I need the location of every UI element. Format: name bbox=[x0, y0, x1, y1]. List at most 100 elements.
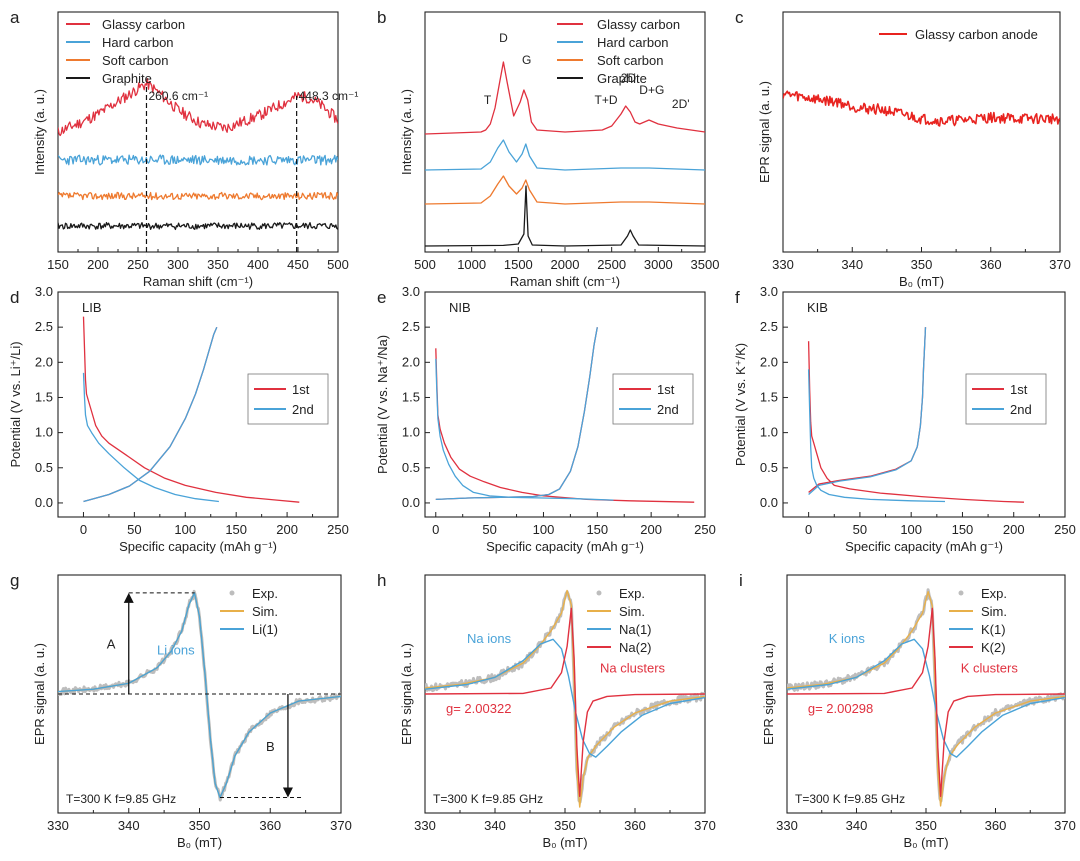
panel-c: c 330 340 350 360 370 B₀ (mT) EPR signal (a. u.… bbox=[735, 8, 1071, 289]
measurement-conditions: T=300 K f=9.85 GHz bbox=[795, 792, 905, 806]
x-tick-label: 100 bbox=[174, 522, 196, 537]
x-tick-label: 150 bbox=[225, 522, 247, 537]
legend-label: Glassy carbon anode bbox=[915, 27, 1038, 42]
series-sim- bbox=[787, 591, 1065, 807]
x-axis-label: Raman shift (cm⁻¹) bbox=[510, 274, 620, 289]
panel-letter: b bbox=[377, 8, 386, 27]
y-tick-label: 1.0 bbox=[402, 425, 420, 440]
legend-label: Exp. bbox=[981, 586, 1007, 601]
x-tick-label: 350 bbox=[554, 818, 576, 833]
x-tick-label: 100 bbox=[900, 522, 922, 537]
panel-i: i 330 340 350 360 370 B₀ (mT) EPR signal (a. u.… bbox=[739, 571, 1076, 850]
peak-annotation: 2D bbox=[621, 71, 637, 85]
cluster-label: K clusters bbox=[961, 661, 1019, 676]
x-tick-label: 370 bbox=[1054, 818, 1076, 833]
x-tick-label: 250 bbox=[327, 522, 349, 537]
x-tick-label: 350 bbox=[189, 818, 211, 833]
x-tick-label: 350 bbox=[911, 257, 933, 272]
series-glassy-carbon bbox=[425, 61, 705, 135]
y-tick-label: 3.0 bbox=[402, 284, 420, 299]
series-1st-discharge bbox=[807, 341, 1025, 503]
series-graphite bbox=[58, 221, 338, 231]
series-soft-carbon bbox=[58, 191, 338, 201]
panel-d: d 0 50 100 150 200 250 0.0 0.5 1.0 1.5 2.0 2.5 3.0 Spe… bbox=[8, 284, 349, 554]
x-tick-label: 250 bbox=[1054, 522, 1076, 537]
series-exp- bbox=[787, 588, 1065, 803]
x-axis-label: B₀ (mT) bbox=[899, 274, 944, 289]
amplitude-b-arrow-label: B bbox=[266, 739, 275, 754]
legend-label: Na(2) bbox=[619, 640, 652, 655]
y-tick-label: 1.5 bbox=[402, 389, 420, 404]
y-tick-label: 0.0 bbox=[402, 495, 420, 510]
series-exp- bbox=[425, 590, 705, 804]
panel-letter: e bbox=[377, 288, 386, 307]
legend-label: Sim. bbox=[619, 604, 645, 619]
y-tick-label: 1.0 bbox=[760, 425, 778, 440]
series-li-1- bbox=[58, 592, 341, 799]
amplitude-b-arrow-head bbox=[282, 787, 293, 798]
panel-letter: a bbox=[10, 8, 20, 27]
y-axis-label: EPR signal (a. u.) bbox=[32, 643, 47, 745]
legend-label: K(1) bbox=[981, 622, 1006, 637]
legend-label: Li(1) bbox=[252, 622, 278, 637]
x-tick-label: 250 bbox=[127, 257, 149, 272]
y-tick-label: 0.5 bbox=[35, 460, 53, 475]
series-glassy-carbon bbox=[58, 77, 338, 137]
x-tick-label: 450 bbox=[287, 257, 309, 272]
series-na-2- bbox=[425, 607, 705, 797]
x-tick-label: 50 bbox=[853, 522, 867, 537]
peak-annotation: D bbox=[499, 31, 508, 45]
x-axis-label: Specific capacity (mAh g⁻¹) bbox=[845, 539, 1003, 554]
x-tick-label: 370 bbox=[694, 818, 716, 833]
series-k-2- bbox=[787, 607, 1065, 797]
x-tick-label: 100 bbox=[533, 522, 555, 537]
x-tick-label: 360 bbox=[985, 818, 1007, 833]
legend-label: 2nd bbox=[292, 402, 314, 417]
y-axis-label: EPR signal (a. u.) bbox=[761, 643, 776, 745]
legend-label: Hard carbon bbox=[597, 35, 669, 50]
series-soft-carbon bbox=[425, 175, 705, 205]
series-glassy-carbon-anode bbox=[783, 90, 1060, 127]
legend-label: Hard carbon bbox=[102, 35, 174, 50]
x-tick-label: 0 bbox=[805, 522, 812, 537]
x-tick-label: 500 bbox=[414, 257, 436, 272]
x-tick-label: 1000 bbox=[457, 257, 486, 272]
legend-label: 2nd bbox=[657, 402, 679, 417]
amplitude-a-arrow-label: A bbox=[107, 636, 116, 651]
x-tick-label: 370 bbox=[330, 818, 352, 833]
panel-letter: h bbox=[377, 571, 386, 590]
x-tick-label: 400 bbox=[247, 257, 269, 272]
x-axis-label: B₀ (mT) bbox=[542, 835, 587, 850]
series-hard-carbon bbox=[58, 154, 338, 166]
series-2nd-charge bbox=[808, 327, 927, 495]
y-axis-label: Potential (V vs. Li⁺/Li) bbox=[8, 341, 23, 467]
x-tick-label: 330 bbox=[772, 257, 794, 272]
y-tick-label: 0.5 bbox=[402, 460, 420, 475]
y-tick-label: 2.5 bbox=[760, 319, 778, 334]
measurement-conditions: T=300 K f=9.85 GHz bbox=[433, 792, 543, 806]
measurement-conditions: T=300 K f=9.85 GHz bbox=[66, 792, 176, 806]
series-sim- bbox=[425, 589, 705, 808]
x-tick-label: 370 bbox=[1049, 257, 1071, 272]
x-tick-label: 330 bbox=[414, 818, 436, 833]
plot-frame bbox=[782, 291, 1066, 518]
x-tick-label: 360 bbox=[624, 818, 646, 833]
x-tick-label: 0 bbox=[432, 522, 439, 537]
panel-e: e 0 50 100 150 200 250 0.0 0.5 1.0 1.5 2.0 2.5 3.0 Spe… bbox=[375, 284, 716, 554]
legend-swatch bbox=[596, 590, 602, 596]
x-tick-label: 2000 bbox=[551, 257, 580, 272]
y-tick-label: 2.5 bbox=[402, 319, 420, 334]
panel-letter: g bbox=[10, 571, 19, 590]
panel-title: LIB bbox=[82, 300, 102, 315]
x-tick-label: 150 bbox=[47, 257, 69, 272]
legend-label: 1st bbox=[657, 382, 675, 397]
panel-letter: i bbox=[739, 571, 743, 590]
x-tick-label: 330 bbox=[47, 818, 69, 833]
panel-b: b 500 1000 1500 2000 2500 3000 3500 Raman shift … bbox=[377, 8, 719, 289]
legend-box bbox=[612, 373, 694, 425]
x-axis-label: B₀ (mT) bbox=[177, 835, 222, 850]
x-tick-label: 150 bbox=[952, 522, 974, 537]
y-tick-label: 0.0 bbox=[760, 495, 778, 510]
x-axis-label: Specific capacity (mAh g⁻¹) bbox=[486, 539, 644, 554]
y-axis-label: EPR signal (a. u.) bbox=[399, 643, 414, 745]
